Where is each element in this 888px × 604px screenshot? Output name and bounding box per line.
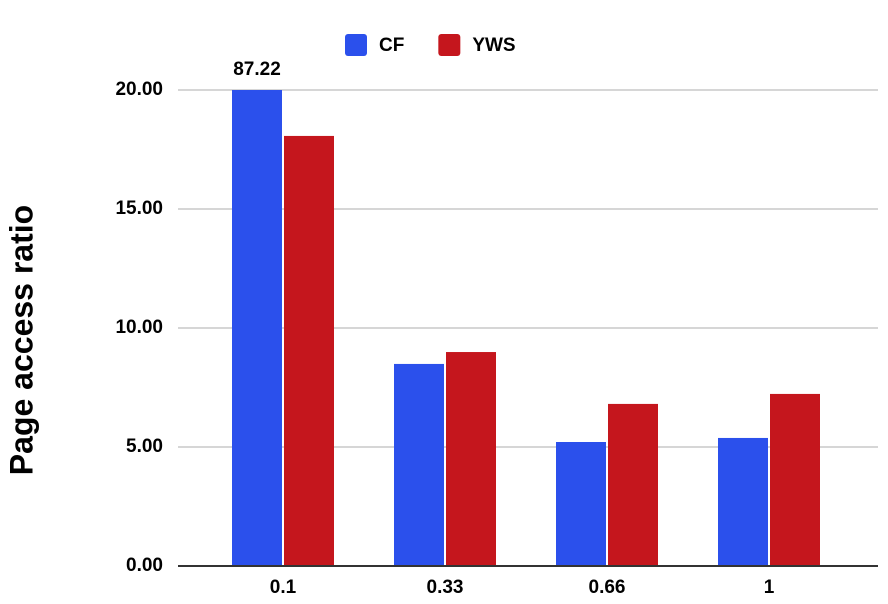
bar [446, 352, 496, 566]
x-tick-label: 0.33 [427, 577, 464, 598]
bar [284, 135, 334, 566]
bar [556, 442, 606, 566]
y-axis-label: Page access ratio [3, 205, 39, 475]
x-tick-label: 1 [764, 577, 775, 598]
y-tick-label: 20.00 [115, 79, 163, 100]
legend-swatch [345, 34, 367, 56]
x-tick-label: 0.1 [270, 577, 297, 598]
plot-area [232, 90, 820, 566]
y-tick-label: 10.00 [115, 317, 163, 338]
bar [232, 90, 282, 566]
bar [770, 393, 820, 566]
bar [608, 403, 658, 566]
legend-label: CF [379, 35, 404, 56]
value-label: 87.22 [233, 59, 281, 80]
bar [718, 437, 768, 566]
legend-label: YWS [472, 35, 515, 56]
x-tick-label: 0.66 [589, 577, 626, 598]
bar [394, 363, 444, 566]
y-tick-label: 5.00 [126, 436, 163, 457]
y-tick-label: 0.00 [126, 555, 163, 576]
legend-swatch [438, 34, 461, 56]
y-tick-label: 15.00 [115, 198, 163, 219]
